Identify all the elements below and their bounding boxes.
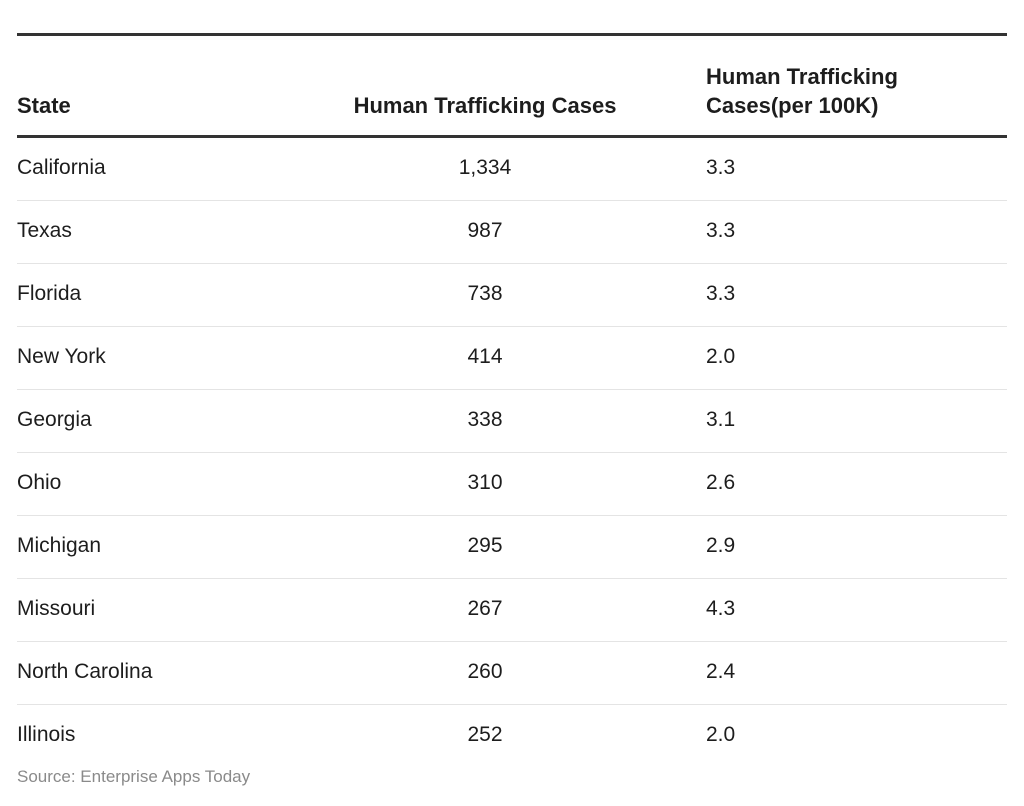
header-cases-per-100k-label: Human Trafficking Cases(per 100K) [706, 64, 898, 118]
cell-cases-per-100k: 3.3 [706, 282, 736, 305]
table-row: Michigan 295 2.9 [17, 516, 1007, 579]
cell-cases-per-100k: 3.1 [706, 408, 736, 431]
cell-cases-per-100k: 2.0 [706, 723, 736, 746]
cell-state: California [17, 156, 106, 179]
cell-cases-per-100k: 2.0 [706, 345, 736, 368]
cell-state: North Carolina [17, 660, 153, 683]
table-row: Georgia 338 3.1 [17, 390, 1007, 453]
cell-cases: 295 [467, 534, 503, 557]
table-row: Florida 738 3.3 [17, 264, 1007, 327]
cell-cases: 338 [467, 408, 503, 431]
cell-cases: 267 [467, 597, 503, 620]
data-table: State Human Trafficking Cases Human Traf… [17, 33, 1007, 767]
table-row: Ohio 310 2.6 [17, 453, 1007, 516]
cell-cases: 1,334 [458, 156, 512, 179]
cell-state: Florida [17, 282, 82, 305]
table-row: Illinois 252 2.0 [17, 705, 1007, 768]
header-cases: Human Trafficking Cases [353, 93, 617, 118]
cell-state: Illinois [17, 723, 76, 746]
table-row: New York 414 2.0 [17, 327, 1007, 390]
cell-cases: 252 [467, 723, 503, 746]
cell-state: Michigan [17, 534, 102, 557]
table-row: North Carolina 260 2.4 [17, 642, 1007, 705]
cell-cases: 414 [467, 345, 503, 368]
cell-cases-per-100k: 4.3 [706, 597, 736, 620]
table-row: Texas 987 3.3 [17, 201, 1007, 264]
cell-cases: 987 [467, 219, 503, 242]
cell-state: New York [17, 345, 106, 368]
data-table-container: State Human Trafficking Cases Human Traf… [17, 33, 1007, 767]
cell-cases: 260 [467, 660, 503, 683]
cell-cases-per-100k: 2.4 [706, 660, 736, 683]
cell-cases-per-100k: 3.3 [706, 219, 736, 242]
cell-cases: 738 [467, 282, 503, 305]
cell-state: Texas [17, 219, 72, 242]
header-row: State Human Trafficking Cases Human Traf… [17, 34, 1007, 137]
source-note: Source: Enterprise Apps Today [17, 767, 251, 786]
header-state: State [17, 93, 71, 118]
cell-cases: 310 [467, 471, 503, 494]
cell-state: Georgia [17, 408, 92, 431]
cell-state: Missouri [17, 597, 96, 620]
header-cases-per-100k: Human Trafficking Cases(per 100K) [640, 35, 1007, 137]
cell-cases-per-100k: 2.6 [706, 471, 736, 494]
cell-cases-per-100k: 2.9 [706, 534, 736, 557]
cell-state: Ohio [17, 471, 62, 494]
table-row: California 1,334 3.3 [17, 137, 1007, 201]
cell-cases-per-100k: 3.3 [706, 156, 736, 179]
table-row: Missouri 267 4.3 [17, 579, 1007, 642]
